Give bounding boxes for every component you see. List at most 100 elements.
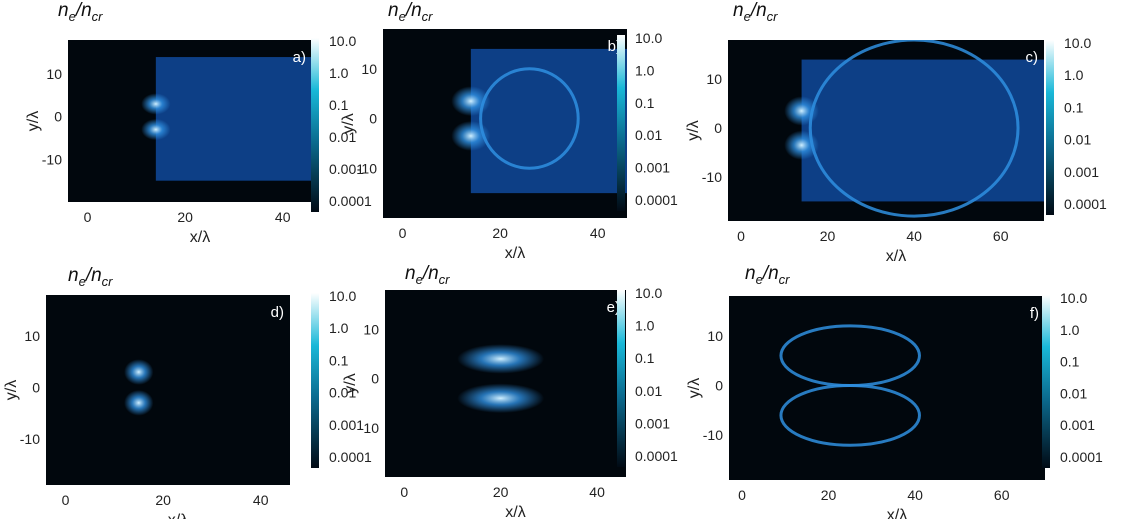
y-tick-label: 0 xyxy=(714,120,722,136)
plot-background xyxy=(46,295,290,485)
plasma-feature-1 xyxy=(141,118,171,141)
panel-letter: d) xyxy=(271,304,284,321)
colorbar-tick-label: 0.0001 xyxy=(1060,449,1103,465)
plasma-feature-0 xyxy=(141,93,171,115)
colorbar-tick-label: 0.1 xyxy=(1064,99,1084,115)
y-axis-label: y/λ xyxy=(25,111,42,131)
colorbar-tick-label: 0.01 xyxy=(635,127,662,143)
plasma-feature-1 xyxy=(779,384,921,447)
colorbar-tick-label: 10.0 xyxy=(1060,290,1087,306)
y-tick-label: 0 xyxy=(371,371,379,387)
y-tick-label: 10 xyxy=(707,328,723,344)
colorbar xyxy=(1042,295,1050,468)
colorbar-tick-label: 1.0 xyxy=(635,62,655,78)
x-axis-label: x/λ xyxy=(168,512,188,519)
heatmap-svg: 0 20 40 60 10 0 -10 x/λ y/λ f) 10.0 1.0 0.1 0.01 0.001… xyxy=(686,290,1103,519)
colorbar xyxy=(311,38,319,212)
heatmap-svg: 0 20 40 10 0 -10 x/λ y/λ d) 10.0 1.0 0.1 0.01 0.001 0.… xyxy=(3,288,372,519)
panel-letter: e) xyxy=(607,299,620,316)
colorbar-tick-label: 0.01 xyxy=(635,383,662,399)
colorbar xyxy=(617,290,625,467)
panel-title: ne/ncr xyxy=(68,265,113,289)
x-axis-label: x/λ xyxy=(505,504,525,519)
heatmap-svg: 0 20 40 10 0 -10 x/λ y/λ a) 10.0 1.0 0.1 0.01 0.001 0.… xyxy=(25,33,372,246)
x-tick-label: 20 xyxy=(821,487,837,503)
colorbar-tick-label: 0.01 xyxy=(1060,385,1087,401)
panel-c: ne/ncr 0 20 40 60 10 0 -10 x/λ y/λ c) 10.0 1.0 0.1 0.0… xyxy=(685,0,1107,265)
y-tick-label: 0 xyxy=(715,378,723,394)
colorbar-tick-label: 10.0 xyxy=(1064,35,1091,51)
y-axis-label: y/λ xyxy=(3,380,20,400)
y-tick-label: 0 xyxy=(54,109,62,125)
panel-letter: a) xyxy=(293,49,306,66)
y-tick-label: 10 xyxy=(361,61,377,77)
x-axis-label: x/λ xyxy=(887,507,907,519)
colorbar-tick-label: 0.1 xyxy=(329,97,349,113)
x-tick-label: 0 xyxy=(399,225,407,241)
colorbar-tick-label: 0.001 xyxy=(1064,164,1099,180)
colorbar-tick-label: 0.0001 xyxy=(329,193,372,209)
colorbar-tick-label: 0.001 xyxy=(635,160,670,176)
colorbar xyxy=(311,293,319,468)
y-tick-label: -10 xyxy=(20,431,40,447)
panel-letter: c) xyxy=(1026,49,1039,66)
x-tick-label: 20 xyxy=(155,492,171,508)
panel-title: ne/ncr xyxy=(388,0,433,24)
target-slab xyxy=(155,57,312,181)
colorbar-tick-label: 0.001 xyxy=(329,417,364,433)
y-axis-label: y/λ xyxy=(685,120,702,140)
colorbar-tick-label: 0.01 xyxy=(1064,132,1091,148)
plot-background xyxy=(385,290,626,477)
colorbar xyxy=(1046,40,1054,215)
heatmap-svg: 0 20 40 60 10 0 -10 x/λ y/λ c) 10.0 1.0 0.1 0.01 0.001… xyxy=(685,35,1107,265)
colorbar-tick-label: 10.0 xyxy=(635,285,662,301)
plasma-feature-0 xyxy=(457,344,545,374)
plasma-feature-1 xyxy=(457,383,545,414)
y-tick-label: 0 xyxy=(32,379,40,395)
x-tick-label: 0 xyxy=(400,484,408,500)
colorbar-tick-label: 1.0 xyxy=(329,320,349,336)
panel-e: ne/ncr 0 20 40 10 0 -10 x/λ y/λ e) 10.0 1.0 0.1 0.01 0… xyxy=(342,255,695,519)
colorbar-tick-label: 10.0 xyxy=(329,288,356,304)
colorbar-tick-label: 10.0 xyxy=(329,33,356,49)
colorbar-tick-label: 0.1 xyxy=(1060,354,1080,370)
x-tick-label: 40 xyxy=(589,484,605,500)
colorbar-tick-label: 0.1 xyxy=(635,95,655,111)
panel-title: ne/ncr xyxy=(733,0,778,24)
y-tick-label: 0 xyxy=(369,111,377,127)
y-tick-label: 10 xyxy=(46,66,62,82)
x-axis-label: x/λ xyxy=(190,229,210,246)
x-tick-label: 20 xyxy=(493,484,509,500)
colorbar-tick-label: 0.1 xyxy=(635,350,655,366)
x-axis-label: x/λ xyxy=(886,248,906,265)
y-tick-label: -10 xyxy=(357,160,377,176)
panel-title: ne/ncr xyxy=(58,0,103,24)
plasma-feature-2 xyxy=(808,40,1020,218)
colorbar-tick-label: 0.0001 xyxy=(635,192,678,208)
panel-a: ne/ncr 0 20 40 10 0 -10 x/λ y/λ a) 10.0 1.0 0.1 0.01 0… xyxy=(25,0,372,255)
plasma-feature-2 xyxy=(479,67,580,170)
colorbar-tick-label: 1.0 xyxy=(1064,67,1084,83)
x-tick-label: 0 xyxy=(737,228,745,244)
colorbar-tick-label: 0.1 xyxy=(329,352,349,368)
y-tick-label: -10 xyxy=(702,169,722,185)
x-tick-label: 40 xyxy=(906,228,922,244)
colorbar-tick-label: 1.0 xyxy=(635,318,655,334)
y-tick-label: -10 xyxy=(703,427,723,443)
y-axis-label: y/λ xyxy=(686,378,703,398)
x-tick-label: 40 xyxy=(907,487,923,503)
panel-d: ne/ncr02040100-10x/λy/λd)10.01.00.10.010… xyxy=(3,255,372,519)
colorbar-tick-label: 1.0 xyxy=(1060,322,1080,338)
y-tick-label: -10 xyxy=(42,151,62,167)
y-tick-label: 10 xyxy=(24,328,40,344)
plot-background xyxy=(729,296,1045,480)
x-tick-label: 0 xyxy=(62,492,70,508)
x-tick-label: 20 xyxy=(492,225,508,241)
plasma-feature-1 xyxy=(124,390,154,416)
y-axis-label: y/λ xyxy=(342,373,359,393)
heatmap-svg: 0 20 40 10 0 -10 x/λ y/λ e) 10.0 1.0 0.1 0.01 0.001 0.… xyxy=(342,285,678,519)
panel-f: ne/ncr 0 20 40 60 10 0 -10 x/λ y/λ f) 10.0 1.0 0.1 0.0… xyxy=(686,255,1103,519)
colorbar-tick-label: 1.0 xyxy=(329,65,349,81)
y-tick-label: -10 xyxy=(359,420,379,436)
